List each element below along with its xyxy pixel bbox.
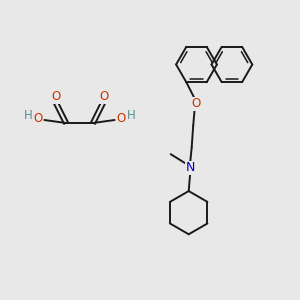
Text: O: O <box>51 90 60 103</box>
Text: O: O <box>117 112 126 125</box>
Text: O: O <box>99 90 108 103</box>
Text: O: O <box>33 112 42 125</box>
Text: H: H <box>23 109 32 122</box>
Text: N: N <box>185 161 195 174</box>
Text: H: H <box>127 109 136 122</box>
Text: O: O <box>192 97 201 110</box>
